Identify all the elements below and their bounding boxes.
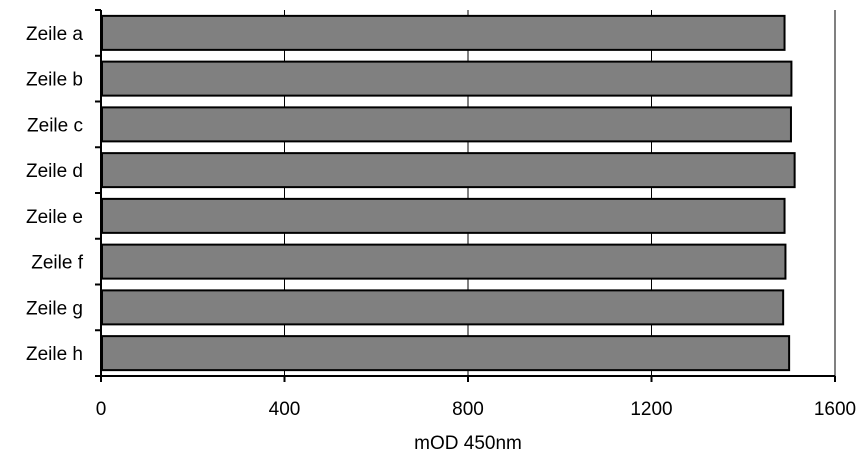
x-tick-label: 1200	[630, 399, 672, 420]
bar-zeile-d	[101, 152, 796, 189]
bar-zeile-e	[101, 197, 786, 234]
y-tick-label: Zeile d	[26, 161, 83, 182]
bar-zeile-a	[101, 14, 786, 51]
y-tick-label: Zeile g	[26, 298, 83, 319]
y-tick-label: Zeile c	[27, 115, 83, 136]
y-tick-label: Zeile h	[26, 344, 83, 365]
y-tick-label: Zeile e	[26, 207, 83, 228]
bar-zeile-c	[101, 106, 792, 143]
x-tick-label: 1600	[814, 399, 856, 420]
x-tick-label: 800	[452, 399, 484, 420]
x-tick-label: 400	[269, 399, 301, 420]
x-axis-label: mOD 450nm	[414, 433, 522, 454]
bar-zeile-b	[101, 60, 793, 97]
bar-layer	[101, 14, 796, 372]
x-tick-label: 0	[96, 399, 107, 420]
y-tick-label: Zeile b	[26, 70, 83, 91]
axis-layer: Zeile a Zeile b Zeile c Zeile d Zeile e Zeile…	[26, 9, 856, 420]
y-tick-label: Zeile a	[26, 24, 83, 45]
bar-zeile-h	[101, 335, 791, 372]
bar-zeile-f	[101, 243, 787, 280]
bar-zeile-g	[101, 289, 785, 326]
y-tick-label: Zeile f	[31, 253, 83, 274]
